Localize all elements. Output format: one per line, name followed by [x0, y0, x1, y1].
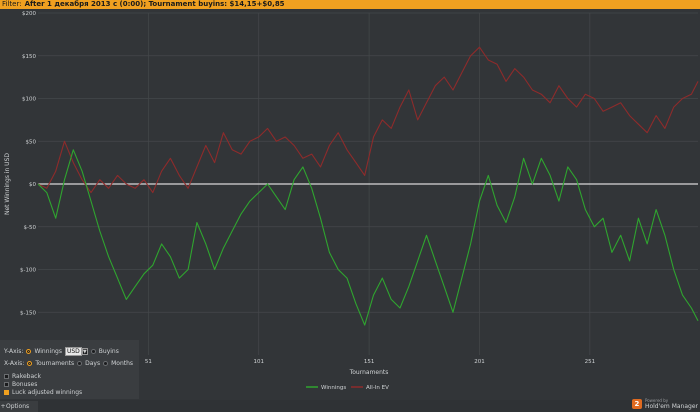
currency-select[interactable]: USD — [64, 347, 82, 356]
days-radio[interactable] — [77, 361, 83, 366]
filter-label: Filter: — [2, 0, 22, 8]
branding: 2 Powered by Hold'em Manager — [631, 398, 698, 410]
y-axis-label-text: Y-Axis: — [4, 348, 24, 355]
luck-adjusted-label[interactable]: Luck adjusted winnings — [12, 389, 83, 396]
y-axis-row: Y-Axis: Winnings USD ▼ Buyins — [4, 347, 119, 356]
tournaments-radio-label[interactable]: Tournaments — [35, 360, 75, 367]
chevron-down-icon[interactable]: ▼ — [81, 348, 88, 355]
rakeback-row: Rakeback — [4, 373, 41, 380]
options-toggle[interactable]: +Options — [0, 401, 38, 412]
filter-text: After 1 декабря 2013 с (0:00); Tournamen… — [24, 0, 285, 8]
y-tick-label: $150 — [22, 54, 36, 60]
y-tick-label: $100 — [22, 97, 36, 103]
x-axis-label: Tournaments — [349, 369, 389, 376]
winnings-radio[interactable] — [26, 349, 32, 354]
chart-controls-panel: Y-Axis: Winnings USD ▼ Buyins X-Axis: Tou… — [0, 340, 139, 399]
x-tick-label: 151 — [364, 359, 375, 365]
series — [37, 46, 699, 326]
y-axis-label: Net Winnings in USD — [4, 153, 11, 215]
bonuses-checkbox[interactable] — [4, 382, 9, 387]
x-axis-row: X-Axis: Tournaments Days Months — [4, 360, 133, 367]
hm-logo-icon: 2 — [631, 399, 642, 409]
days-radio-label[interactable]: Days — [85, 360, 101, 367]
bonuses-label[interactable]: Bonuses — [12, 381, 38, 388]
bonuses-row: Bonuses — [4, 381, 37, 388]
luck-adjusted-row: Luck adjusted winnings — [4, 389, 82, 396]
buyins-radio[interactable] — [90, 349, 96, 354]
y-tick-label: $0 — [29, 182, 36, 188]
buyins-radio-label[interactable]: Buyins — [98, 348, 119, 355]
tournaments-radio[interactable] — [27, 361, 33, 366]
rakeback-checkbox[interactable] — [4, 374, 9, 379]
series-line-winnings — [37, 149, 699, 326]
y-tick-label: $200 — [22, 11, 36, 17]
x-axis-label-text: X-Axis: — [4, 360, 25, 367]
rakeback-label[interactable]: Rakeback — [12, 373, 41, 380]
winnings-chart: $200 $150 $100 $50 $0 $-50 $-100 $-150 51 101 151… — [0, 9, 700, 400]
y-tick-label: $-100 — [20, 268, 36, 274]
months-radio[interactable] — [103, 361, 109, 366]
powered-by-text: Powered by — [644, 398, 669, 403]
y-tick-label: $50 — [26, 139, 37, 145]
filter-bar: Filter: After 1 декабря 2013 с (0:00); To… — [0, 0, 700, 9]
x-tick-label: 251 — [585, 359, 596, 365]
winnings-radio-label[interactable]: Winnings — [34, 348, 62, 355]
y-tick-labels: $200 $150 $100 $50 $0 $-50 $-100 $-150 — [20, 11, 36, 316]
x-tick-label: 201 — [474, 359, 485, 365]
y-tick-label: $-150 — [20, 310, 36, 316]
legend-label-winnings: Winnings — [321, 385, 346, 391]
x-tick-label: 51 — [145, 359, 152, 365]
x-tick-labels: 51 101 151 201 251 — [145, 359, 595, 365]
y-tick-label: $-50 — [24, 225, 37, 231]
legend: Winnings All-In EV — [306, 385, 389, 391]
product-name: Hold'em Manager — [644, 403, 698, 410]
grid — [38, 12, 698, 355]
luck-adjusted-checkbox[interactable] — [4, 390, 9, 395]
months-radio-label[interactable]: Months — [111, 360, 134, 367]
x-tick-label: 101 — [253, 359, 264, 365]
legend-label-allin-ev: All-In EV — [366, 385, 389, 391]
series-line-allin-ev — [37, 46, 699, 194]
plus-icon: + — [0, 403, 6, 410]
options-label[interactable]: Options — [6, 403, 30, 410]
